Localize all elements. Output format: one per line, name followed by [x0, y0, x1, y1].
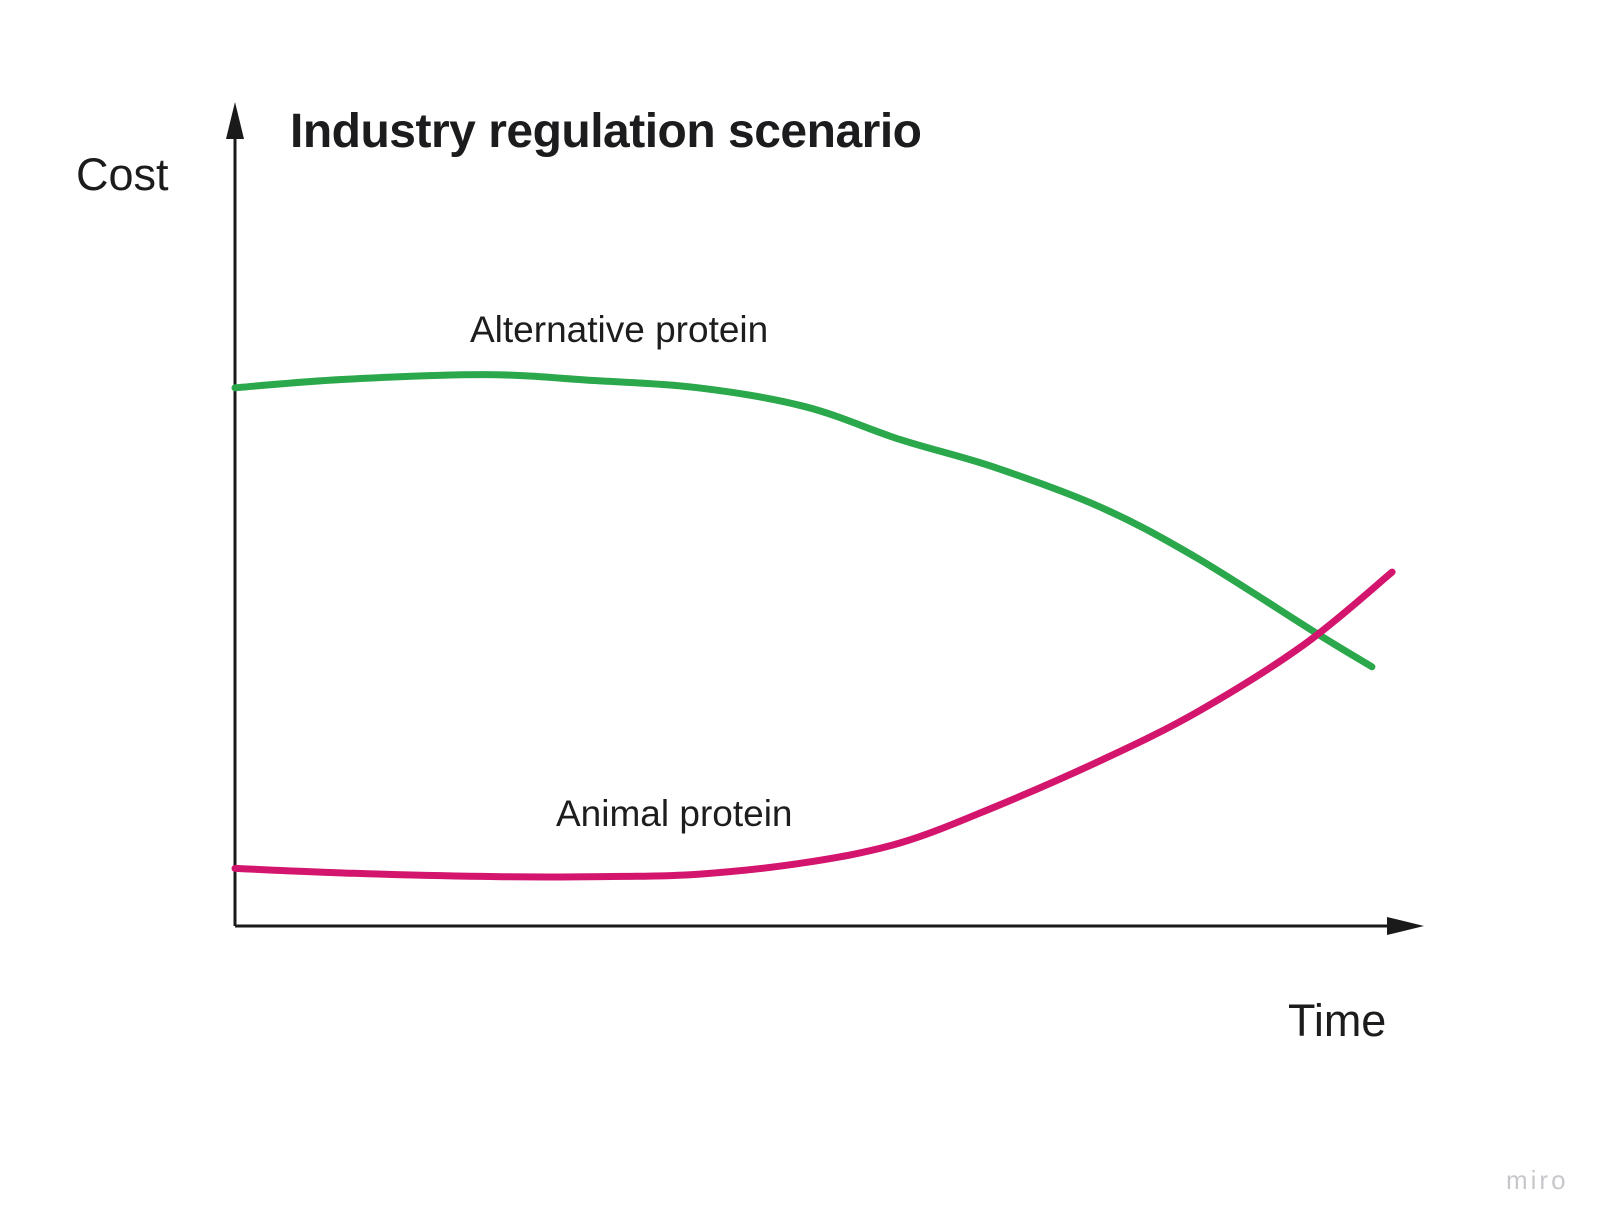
miro-watermark: miro — [1506, 1165, 1569, 1195]
x-axis-arrow-icon — [1387, 917, 1424, 935]
y-axis-arrow-icon — [226, 102, 244, 139]
y-axis-title: Cost — [76, 149, 169, 200]
alternative-protein-series-label: Alternative protein — [470, 309, 769, 350]
x-axis-title: Time — [1288, 995, 1387, 1046]
animal-protein-curve — [231, 568, 1396, 881]
alternative-protein-curve — [231, 371, 1376, 671]
animal-protein-series-label: Animal protein — [556, 793, 793, 834]
chart-title: Industry regulation scenario — [290, 105, 922, 158]
